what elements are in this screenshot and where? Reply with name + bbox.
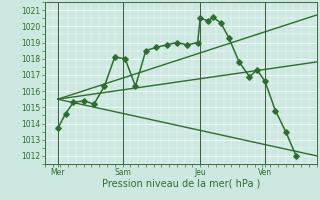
X-axis label: Pression niveau de la mer( hPa ): Pression niveau de la mer( hPa ) (102, 179, 260, 189)
